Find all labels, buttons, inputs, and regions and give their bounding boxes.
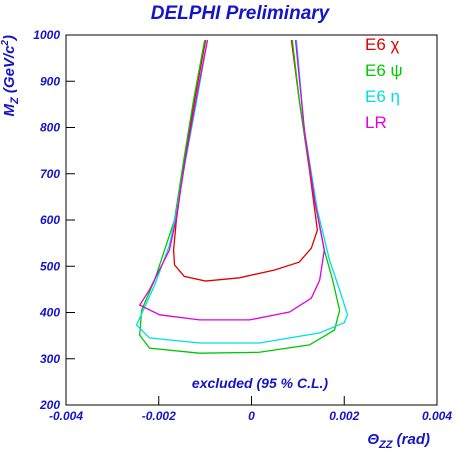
y-tick-label: 700 — [40, 167, 60, 181]
chart-title: DELPHI Preliminary — [151, 3, 331, 24]
legend-entry: LR — [365, 113, 387, 132]
contour-line — [139, 39, 341, 354]
contour-line — [138, 39, 325, 321]
y-tick-label: 300 — [40, 352, 60, 366]
y-axis-label: MZ (GeV/c2) — [0, 35, 21, 116]
y-tick-label: 200 — [39, 398, 60, 412]
x-label-sub: ZZ — [378, 439, 394, 451]
y-tick-label: 500 — [40, 259, 60, 273]
y-label-rest: (GeV/c — [1, 45, 18, 97]
legend-entry: E6 χ — [365, 35, 400, 54]
y-tick-label: 900 — [40, 74, 60, 88]
y-tick-label: 800 — [40, 121, 60, 135]
x-tick-label: -0.004 — [49, 409, 83, 423]
x-axis-label: ΘZZ (rad) — [367, 431, 430, 451]
x-tick-label: 0.004 — [422, 409, 452, 423]
x-tick-label: 0 — [248, 409, 255, 423]
y-label-sub: Z — [9, 96, 21, 105]
y-tick-label: 1000 — [33, 28, 60, 42]
x-tick-label: -0.002 — [142, 409, 176, 423]
legend-entry: E6 η — [365, 87, 400, 106]
y-label-end: ) — [1, 35, 18, 42]
y-label-sup: 2 — [0, 40, 11, 47]
x-label-rest: (rad) — [393, 431, 431, 448]
legend-entry: E6 ψ — [365, 61, 403, 80]
y-tick-label: 400 — [39, 306, 60, 320]
y-label-main: M — [1, 103, 18, 116]
contour-line — [135, 39, 349, 344]
x-label-main: Θ — [367, 431, 379, 448]
x-tick-label: 0.002 — [329, 409, 359, 423]
annotation: excluded (95 % C.L.) — [192, 375, 328, 391]
y-tick-label: 600 — [40, 213, 60, 227]
contour-line — [172, 39, 319, 282]
